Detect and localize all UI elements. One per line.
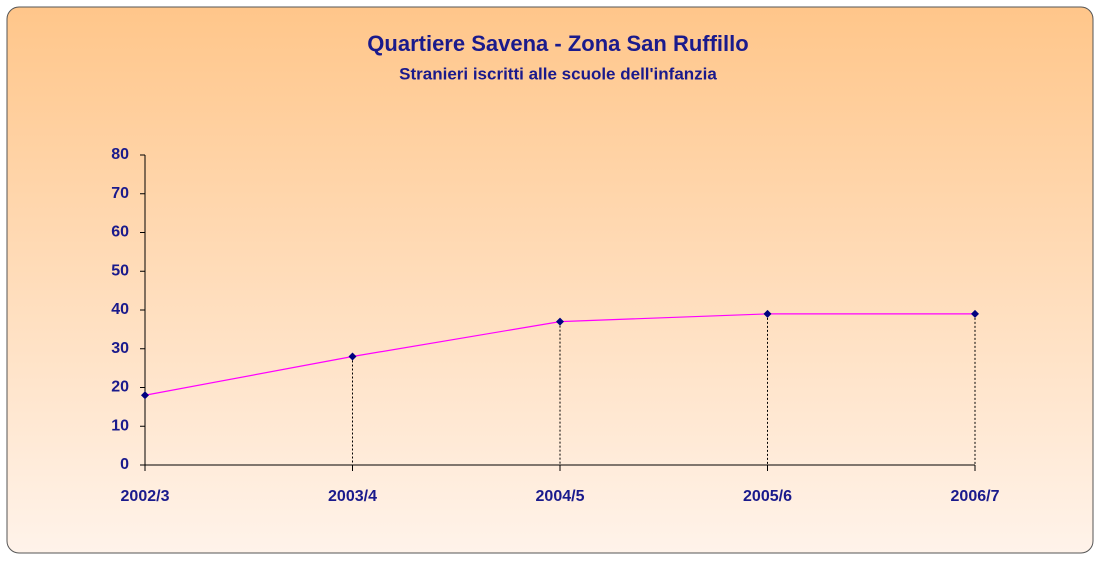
y-tick-label: 20 xyxy=(111,379,129,396)
marker xyxy=(971,309,979,318)
chart-background xyxy=(6,6,1094,554)
y-tick-label: 80 xyxy=(111,146,129,163)
x-tick-label: 2005/6 xyxy=(743,488,792,505)
x-tick-label: 2004/5 xyxy=(536,488,585,505)
x-tick-label: 2006/7 xyxy=(951,488,1000,505)
x-tick-label: 2003/4 xyxy=(328,488,377,505)
y-tick-label: 70 xyxy=(111,185,129,202)
y-tick-label: 60 xyxy=(111,224,129,241)
y-tick-label: 50 xyxy=(111,262,129,279)
y-tick-label: 40 xyxy=(111,301,129,318)
y-tick-label: 30 xyxy=(111,340,129,357)
marker xyxy=(763,309,772,318)
marker xyxy=(348,352,357,361)
y-tick-label: 0 xyxy=(120,456,129,473)
x-tick-label: 2002/3 xyxy=(121,488,170,505)
marker xyxy=(556,317,564,326)
marker xyxy=(141,391,149,400)
y-tick-label: 10 xyxy=(111,417,129,434)
chart-subtitle: Stranieri iscritti alle scuole dell'infa… xyxy=(399,64,717,83)
chart-title: Quartiere Savena - Zona San Ruffillo xyxy=(367,31,748,56)
